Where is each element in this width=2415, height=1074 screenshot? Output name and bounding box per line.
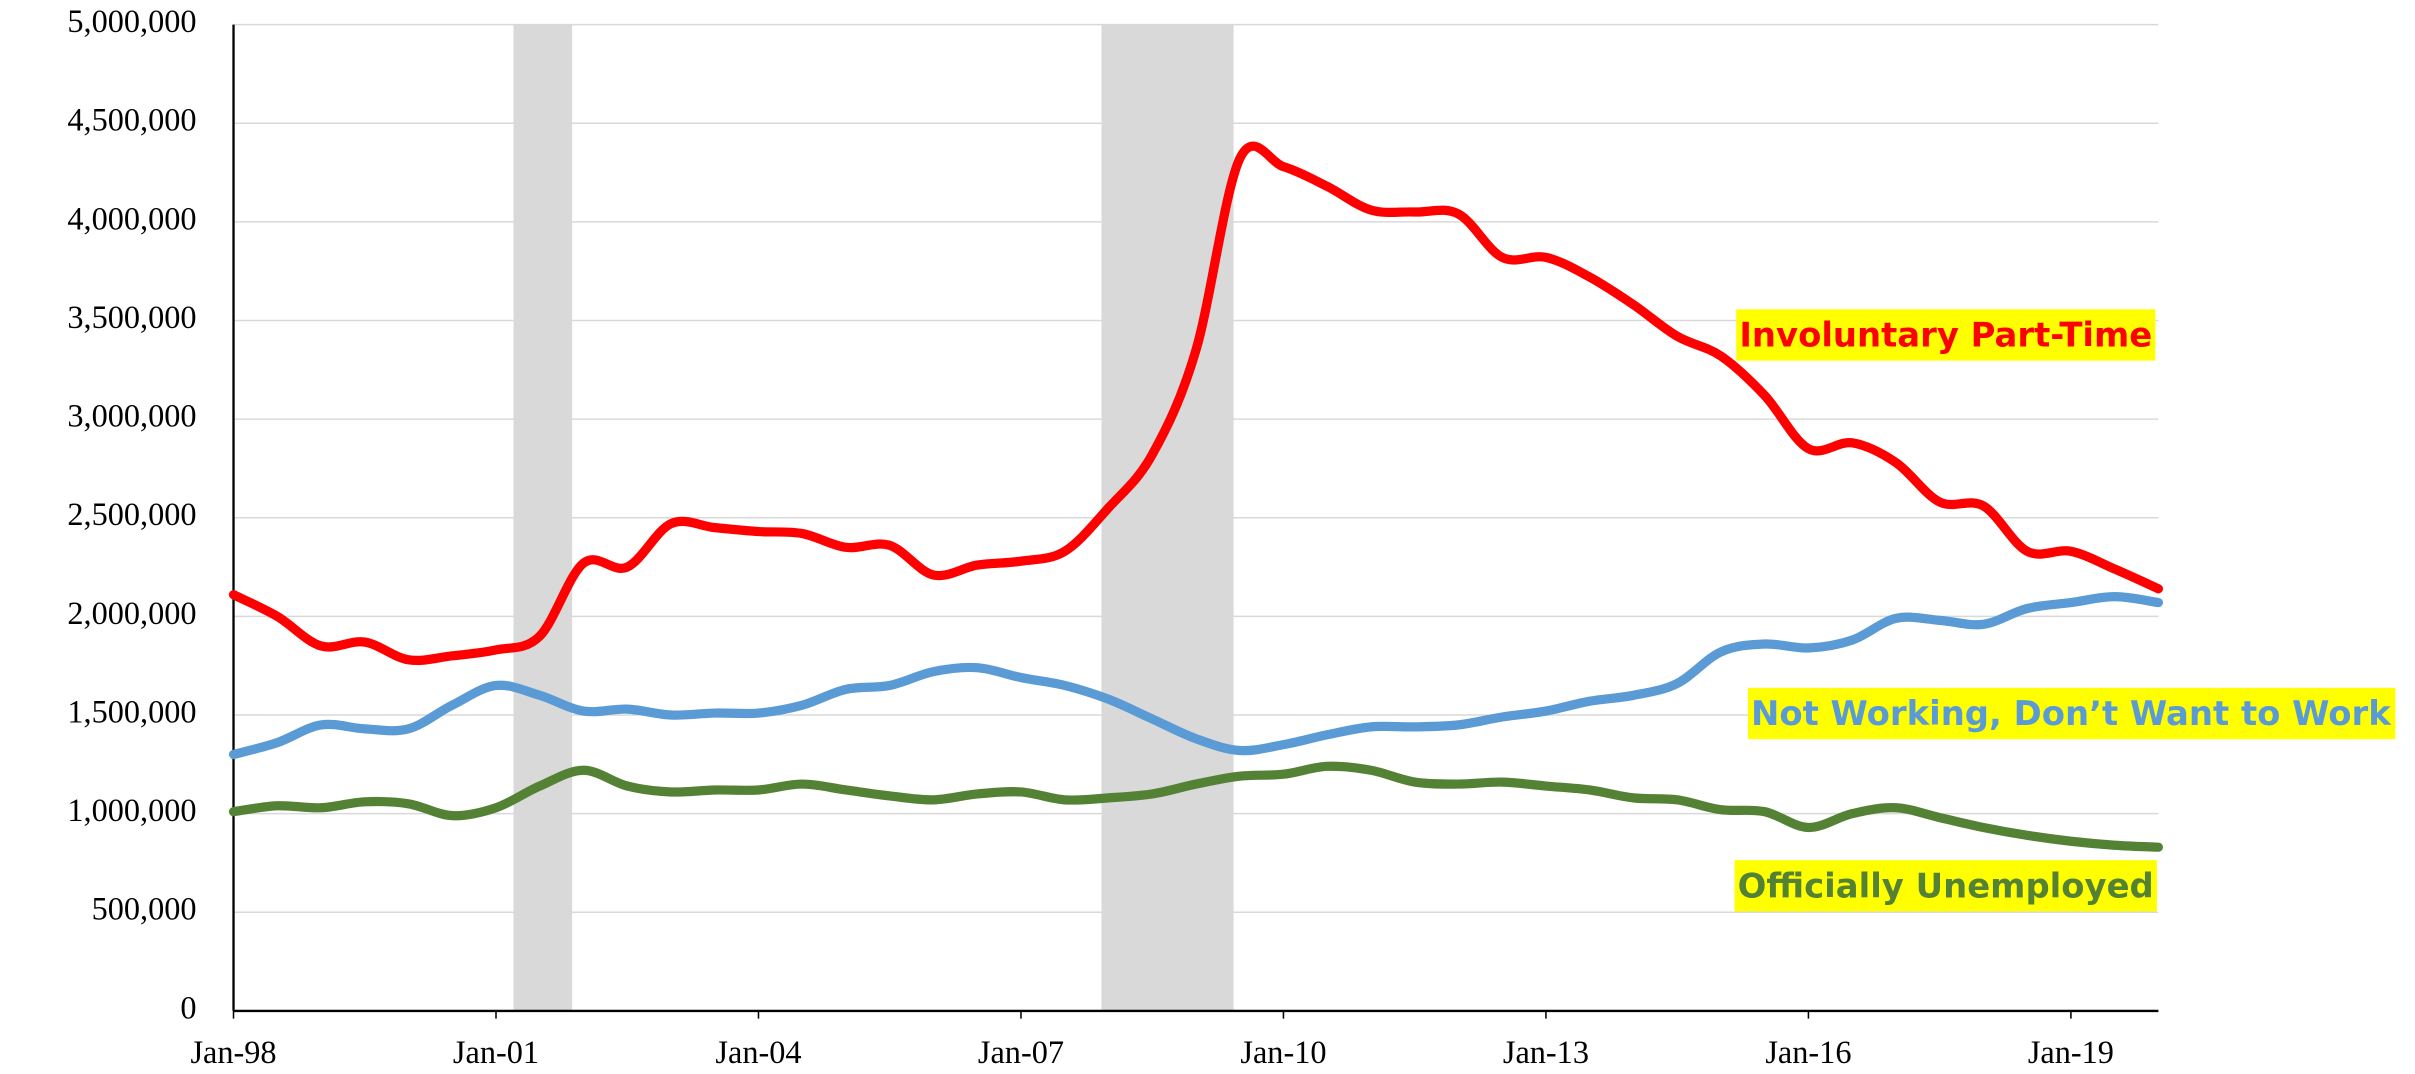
label-background bbox=[1747, 687, 2396, 740]
y-tick-label: 2,500,000 bbox=[67, 496, 196, 532]
x-tick-label: Jan-16 bbox=[1765, 1034, 1851, 1070]
series-label: Officially Unemployed bbox=[1734, 860, 2157, 912]
x-tick-label: Jan-01 bbox=[453, 1034, 539, 1070]
series-label: Involuntary Part-Time bbox=[1736, 309, 2156, 361]
x-tick-label: Jan-98 bbox=[190, 1034, 276, 1070]
label-background bbox=[1736, 309, 2156, 361]
series-label-text: Not Working, Don’t Want to Work bbox=[1751, 694, 2392, 733]
x-tick-label: Jan-07 bbox=[978, 1034, 1064, 1070]
y-tick-label: 3,500,000 bbox=[67, 299, 196, 335]
y-tick-label: 5,000,000 bbox=[67, 3, 196, 39]
series-label-text: Officially Unemployed bbox=[1738, 866, 2154, 905]
series-label: Not Working, Don’t Want to Work bbox=[1747, 687, 2396, 740]
x-tick-label: Jan-04 bbox=[715, 1034, 801, 1070]
y-tick-label: 4,000,000 bbox=[67, 200, 196, 236]
y-tick-label: 0 bbox=[180, 989, 196, 1025]
x-tick-label: Jan-10 bbox=[1240, 1034, 1326, 1070]
series-line bbox=[228, 141, 2164, 665]
y-tick-label: 1,000,000 bbox=[67, 792, 196, 828]
series-line bbox=[228, 592, 2164, 760]
x-tick-label: Jan-13 bbox=[1503, 1034, 1589, 1070]
y-tick-label: 4,500,000 bbox=[67, 102, 196, 138]
y-tick-label: 500,000 bbox=[92, 891, 197, 927]
x-tick-label: Jan-19 bbox=[2028, 1034, 2114, 1070]
label-background bbox=[1734, 860, 2157, 912]
y-tick-label: 1,500,000 bbox=[67, 693, 196, 729]
y-tick-label: 3,000,000 bbox=[67, 398, 196, 434]
series-label-text: Involuntary Part-Time bbox=[1739, 315, 2152, 354]
series-line bbox=[228, 761, 2164, 852]
y-tick-label: 2,000,000 bbox=[67, 595, 196, 631]
